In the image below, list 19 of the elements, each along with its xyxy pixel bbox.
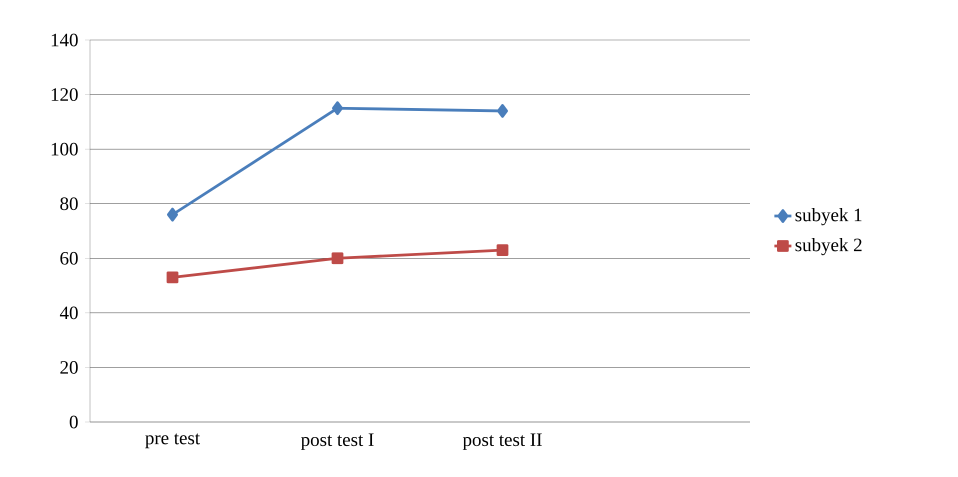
legend-label: subyek 2 xyxy=(796,238,862,256)
x-tick-label: post test I xyxy=(301,434,374,450)
y-tick-label: 100 xyxy=(52,142,78,156)
point xyxy=(166,272,178,284)
point xyxy=(332,252,344,264)
point xyxy=(166,208,178,222)
point xyxy=(332,101,344,116)
point xyxy=(496,244,508,256)
y-tick-label: 120 xyxy=(52,88,78,101)
x-tick-label: pre test xyxy=(145,434,200,448)
y-tick-label: 80 xyxy=(60,197,78,210)
x-tick-label: post test II xyxy=(462,434,542,450)
y-tick-label: 20 xyxy=(60,361,78,374)
y-tick-label: 0 xyxy=(70,416,78,428)
y-tick-label: 140 xyxy=(52,34,78,46)
point xyxy=(496,104,508,118)
legend-label: subyek 1 xyxy=(796,208,862,226)
y-tick-label: 40 xyxy=(60,306,78,320)
y-tick-label: 60 xyxy=(60,252,78,265)
